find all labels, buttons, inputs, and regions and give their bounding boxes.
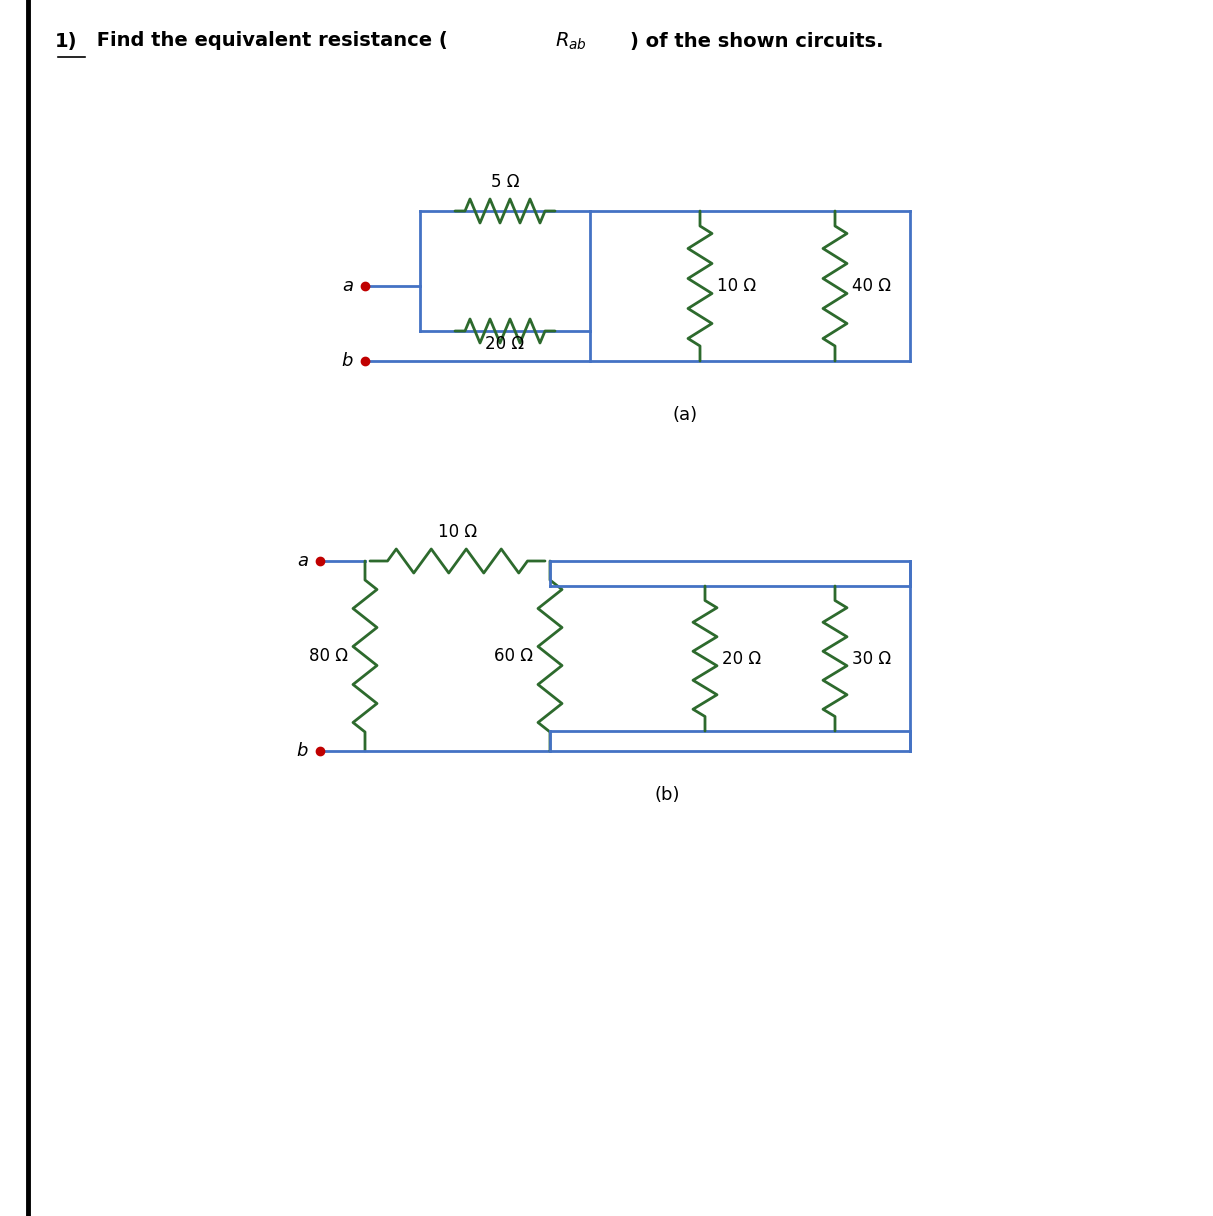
Text: 80 Ω: 80 Ω [309, 647, 348, 665]
Text: (a): (a) [672, 406, 697, 424]
Text: 20 Ω: 20 Ω [722, 649, 761, 668]
Text: a: a [297, 552, 308, 570]
Text: 20 Ω: 20 Ω [485, 334, 524, 353]
Text: 40 Ω: 40 Ω [852, 277, 892, 295]
Text: 60 Ω: 60 Ω [494, 647, 533, 665]
Text: b: b [342, 351, 353, 370]
Text: 10 Ω: 10 Ω [717, 277, 756, 295]
Text: 10 Ω: 10 Ω [438, 523, 477, 541]
Text: b: b [297, 742, 308, 760]
Text: ) of the shown circuits.: ) of the shown circuits. [630, 32, 883, 51]
Text: 1): 1) [55, 32, 78, 51]
Text: a: a [342, 277, 353, 295]
Text: Find the equivalent resistance (: Find the equivalent resistance ( [90, 32, 448, 51]
Text: $R_{ab}$: $R_{ab}$ [556, 30, 587, 51]
Text: 30 Ω: 30 Ω [852, 649, 892, 668]
Text: (b): (b) [655, 786, 680, 804]
Text: 5 Ω: 5 Ω [491, 173, 519, 191]
